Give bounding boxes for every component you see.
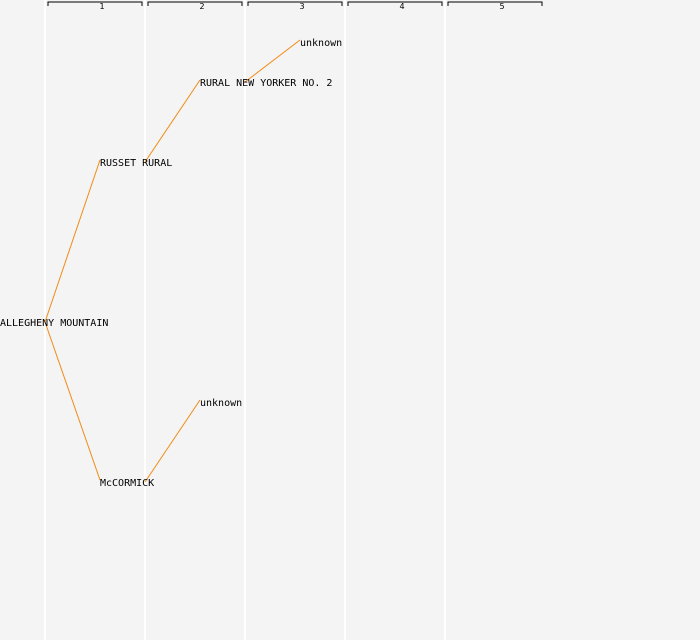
generation-bracket-5 xyxy=(447,1,543,6)
pedigree-node-n1[interactable]: RUSSET RURAL xyxy=(100,158,172,169)
link-n2-n4 xyxy=(144,399,201,483)
link-n1-n3 xyxy=(144,79,201,163)
pedigree-node-n3[interactable]: RURAL NEW YORKER NO. 2 xyxy=(200,78,332,89)
generation-bracket-2 xyxy=(147,1,243,6)
generation-bracket-1 xyxy=(47,1,143,6)
generation-number: 2 xyxy=(199,2,204,11)
link-n0-n2 xyxy=(44,321,101,481)
generation-bracket-4 xyxy=(347,1,443,6)
link-n0-n1 xyxy=(44,159,101,323)
generation-number: 1 xyxy=(99,2,104,11)
pedigree-node-n2[interactable]: McCORMICK xyxy=(100,478,154,489)
generation-number: 3 xyxy=(299,2,304,11)
pedigree-node-n5[interactable]: unknown xyxy=(300,38,342,49)
pedigree-nodes: ALLEGHENY MOUNTAIN RUSSET RURAL McCORMICK R… xyxy=(0,38,342,489)
generation-number: 4 xyxy=(399,2,404,11)
pedigree-node-n4[interactable]: unknown xyxy=(200,398,242,409)
generation-lines xyxy=(44,0,446,640)
generation-headers: 1 2 3 4 5 xyxy=(47,1,543,11)
generation-bracket-3 xyxy=(247,1,343,6)
link-n3-n5 xyxy=(244,39,301,83)
pedigree-links xyxy=(44,39,301,483)
pedigree-node-n0[interactable]: ALLEGHENY MOUNTAIN xyxy=(0,318,108,329)
generation-number: 5 xyxy=(499,2,504,11)
